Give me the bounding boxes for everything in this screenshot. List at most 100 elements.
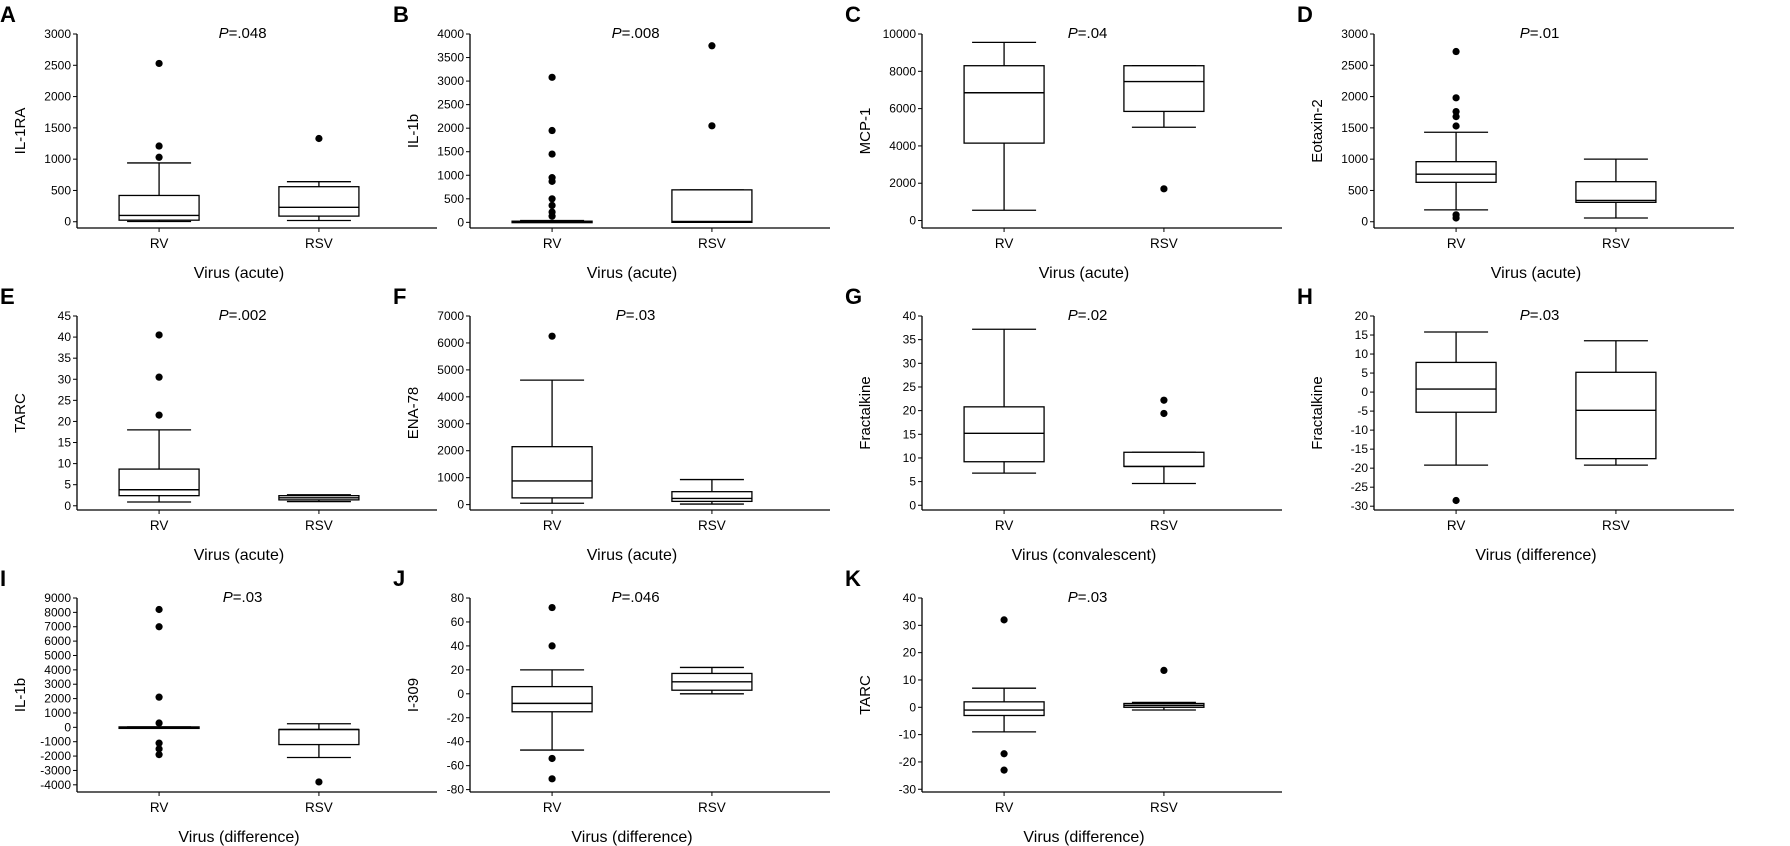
y-tick-label: 1000 (44, 706, 71, 720)
y-tick-label: 1000 (1341, 152, 1368, 166)
y-axis-label: MCP-1 (857, 108, 874, 155)
outlier-point (1452, 108, 1460, 116)
p-value: =.008 (622, 25, 660, 42)
p-value: =.048 (229, 25, 267, 42)
p-symbol: P (1068, 589, 1078, 606)
box-iqr (963, 65, 1045, 144)
y-tick-label: 2000 (889, 176, 916, 190)
outlier-point (155, 623, 163, 631)
y-tick-label: 2000 (44, 90, 71, 104)
p-value: =.046 (622, 589, 660, 606)
y-tick-label: -5 (1357, 404, 1368, 418)
y-axis-label: ENA-78 (405, 387, 422, 440)
outlier-point (1000, 766, 1008, 774)
x-axis-label: Virus (acute) (194, 265, 284, 282)
y-tick-label: 6000 (44, 634, 71, 648)
chart-title: P=.03 (616, 307, 656, 324)
outlier-point (155, 153, 163, 161)
y-tick-label: 8000 (889, 64, 916, 78)
y-tick-label: 3500 (437, 51, 464, 65)
y-tick-label: 10 (903, 673, 917, 687)
outlier-point (1452, 211, 1460, 219)
panel-i: I P=.03 -4000-3000-2000-100001000200030004… (0, 566, 437, 846)
box-iqr (118, 468, 200, 497)
panel-letter: G (845, 284, 862, 309)
box-iqr (671, 491, 753, 503)
outlier-point (708, 122, 716, 130)
p-symbol: P (1068, 307, 1078, 324)
outlier-point (548, 603, 556, 612)
y-tick-label: 2000 (1341, 90, 1368, 104)
box-rsv (278, 723, 360, 786)
box-iqr (1123, 65, 1205, 113)
outlier-point (1452, 94, 1460, 102)
p-symbol: P (612, 25, 622, 42)
box-iqr (1575, 181, 1657, 203)
outlier-point (548, 775, 556, 783)
box-rsv (1575, 340, 1657, 466)
p-symbol: P (219, 307, 229, 324)
y-tick-label: -3000 (40, 763, 71, 777)
box-iqr (1123, 451, 1205, 468)
y-axis-label: TARC (12, 393, 29, 433)
x-tick-label: RV (995, 800, 1014, 815)
y-tick-label: 2500 (44, 58, 71, 72)
panel-a: A P=.048 0 500 1000 1500 2000 2500 3000 IL-1RA RV R… (0, 2, 437, 282)
outlier-point (1160, 666, 1168, 675)
p-symbol: P (616, 307, 626, 324)
outlier-point (155, 142, 163, 150)
x-axis-label: Virus (acute) (194, 547, 284, 564)
y-tick-label: 25 (58, 393, 72, 407)
x-axis-label: Virus (acute) (587, 547, 677, 564)
x-tick-label: RSV (698, 518, 726, 533)
y-tick-label: 20 (1355, 309, 1369, 323)
y-tick-label: 9000 (44, 591, 71, 605)
outlier-point (1160, 396, 1168, 404)
outlier-point (155, 719, 163, 727)
y-tick-label: 8000 (44, 605, 71, 619)
outlier-point (1452, 113, 1460, 121)
y-tick-label: 5 (64, 478, 71, 492)
chart-title: P=.048 (219, 25, 267, 42)
panel-letter: B (393, 2, 409, 27)
y-tick-label: 0 (457, 498, 464, 512)
box-rv (118, 605, 200, 759)
outlier-point (1452, 496, 1460, 505)
y-tick-label: 20 (903, 404, 917, 418)
outlier-point (155, 411, 163, 419)
p-symbol: P (1520, 307, 1530, 324)
box-iqr (511, 685, 593, 713)
y-tick-label: 2000 (437, 121, 464, 135)
x-tick-label: RV (150, 518, 169, 533)
y-tick-label: -20 (1351, 461, 1369, 475)
x-axis-label: Virus (difference) (1475, 547, 1596, 564)
outlier-point (1452, 47, 1460, 56)
p-value: =.002 (229, 307, 267, 324)
chart-title: P=.01 (1520, 25, 1560, 42)
y-tick-label: 0 (1361, 215, 1368, 229)
p-value: =.04 (1078, 25, 1108, 42)
x-tick-label: RSV (698, 800, 726, 815)
x-tick-label: RSV (305, 236, 333, 251)
y-tick-label: -20 (899, 755, 917, 769)
y-tick-label: 2500 (1341, 58, 1368, 72)
y-tick-label: 0 (457, 687, 464, 701)
p-symbol: P (1068, 25, 1078, 42)
outlier-point (548, 174, 556, 182)
y-tick-label: 7000 (437, 309, 464, 323)
x-axis-label: Virus (acute) (587, 265, 677, 282)
outlier-point (155, 331, 163, 339)
y-tick-label: 1000 (44, 152, 71, 166)
y-tick-label: 1500 (44, 121, 71, 135)
y-tick-label: 7000 (44, 620, 71, 634)
y-tick-label: 10 (58, 457, 72, 471)
outlier-point (155, 739, 163, 747)
box-rsv (671, 478, 753, 505)
outlier-point (155, 745, 163, 753)
y-tick-label: 15 (1355, 328, 1369, 342)
x-tick-label: RSV (1150, 236, 1178, 251)
x-tick-label: RSV (1150, 518, 1178, 533)
x-axis-label: Virus (difference) (571, 829, 692, 846)
y-tick-label: 20 (903, 646, 917, 660)
